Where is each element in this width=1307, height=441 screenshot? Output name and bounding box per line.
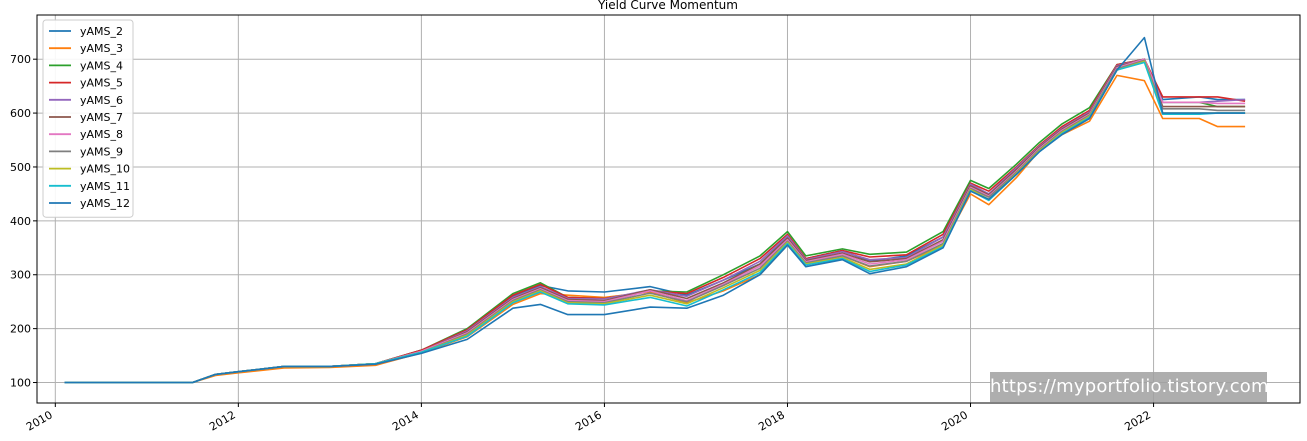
y-tick-label: 700 — [10, 53, 31, 66]
legend: yAMS_2 yAMS_3 yAMS_4 yAMS_5 yAMS_6 yAMS_7 yAMS… — [42, 19, 134, 218]
x-axis: 2010 2012 2014 2016 2018 2020 2022 — [24, 403, 1155, 434]
legend-label: yAMS_2 — [80, 25, 123, 38]
plot-frame — [36, 14, 1301, 404]
legend-label: yAMS_3 — [80, 42, 123, 55]
series-lines — [64, 36, 1246, 384]
x-tick-label: 2016 — [573, 408, 604, 433]
x-tick-label: 2020 — [939, 408, 970, 433]
legend-label: yAMS_6 — [80, 94, 123, 107]
series-line-yAMS_12 — [64, 36, 1246, 384]
legend-label: yAMS_5 — [80, 77, 123, 90]
y-tick-label: 500 — [10, 161, 31, 174]
x-tick-label: 2018 — [756, 408, 787, 433]
x-tick-label: 2012 — [207, 408, 238, 433]
legend-label: yAMS_7 — [80, 111, 123, 124]
legend-label: yAMS_9 — [80, 145, 123, 158]
legend-label: yAMS_8 — [80, 128, 123, 141]
legend-label: yAMS_10 — [80, 163, 130, 176]
legend-label: yAMS_11 — [80, 180, 130, 193]
x-tick-label: 2014 — [390, 408, 421, 433]
y-tick-label: 600 — [10, 107, 31, 120]
y-axis: 100 200 300 400 500 600 700 — [10, 53, 37, 390]
grid — [37, 15, 1300, 403]
watermark: https://myportfolio.tistory.com — [990, 372, 1269, 402]
y-tick-label: 200 — [10, 323, 31, 336]
y-tick-label: 100 — [10, 377, 31, 390]
y-tick-label: 300 — [10, 269, 31, 282]
y-tick-label: 400 — [10, 215, 31, 228]
legend-label: yAMS_12 — [80, 197, 130, 210]
x-tick-label: 2010 — [24, 408, 55, 433]
legend-label: yAMS_4 — [80, 59, 123, 72]
chart-title: Yield Curve Momentum — [597, 0, 738, 12]
x-tick-label: 2022 — [1122, 408, 1153, 433]
plot-area — [37, 15, 1300, 403]
